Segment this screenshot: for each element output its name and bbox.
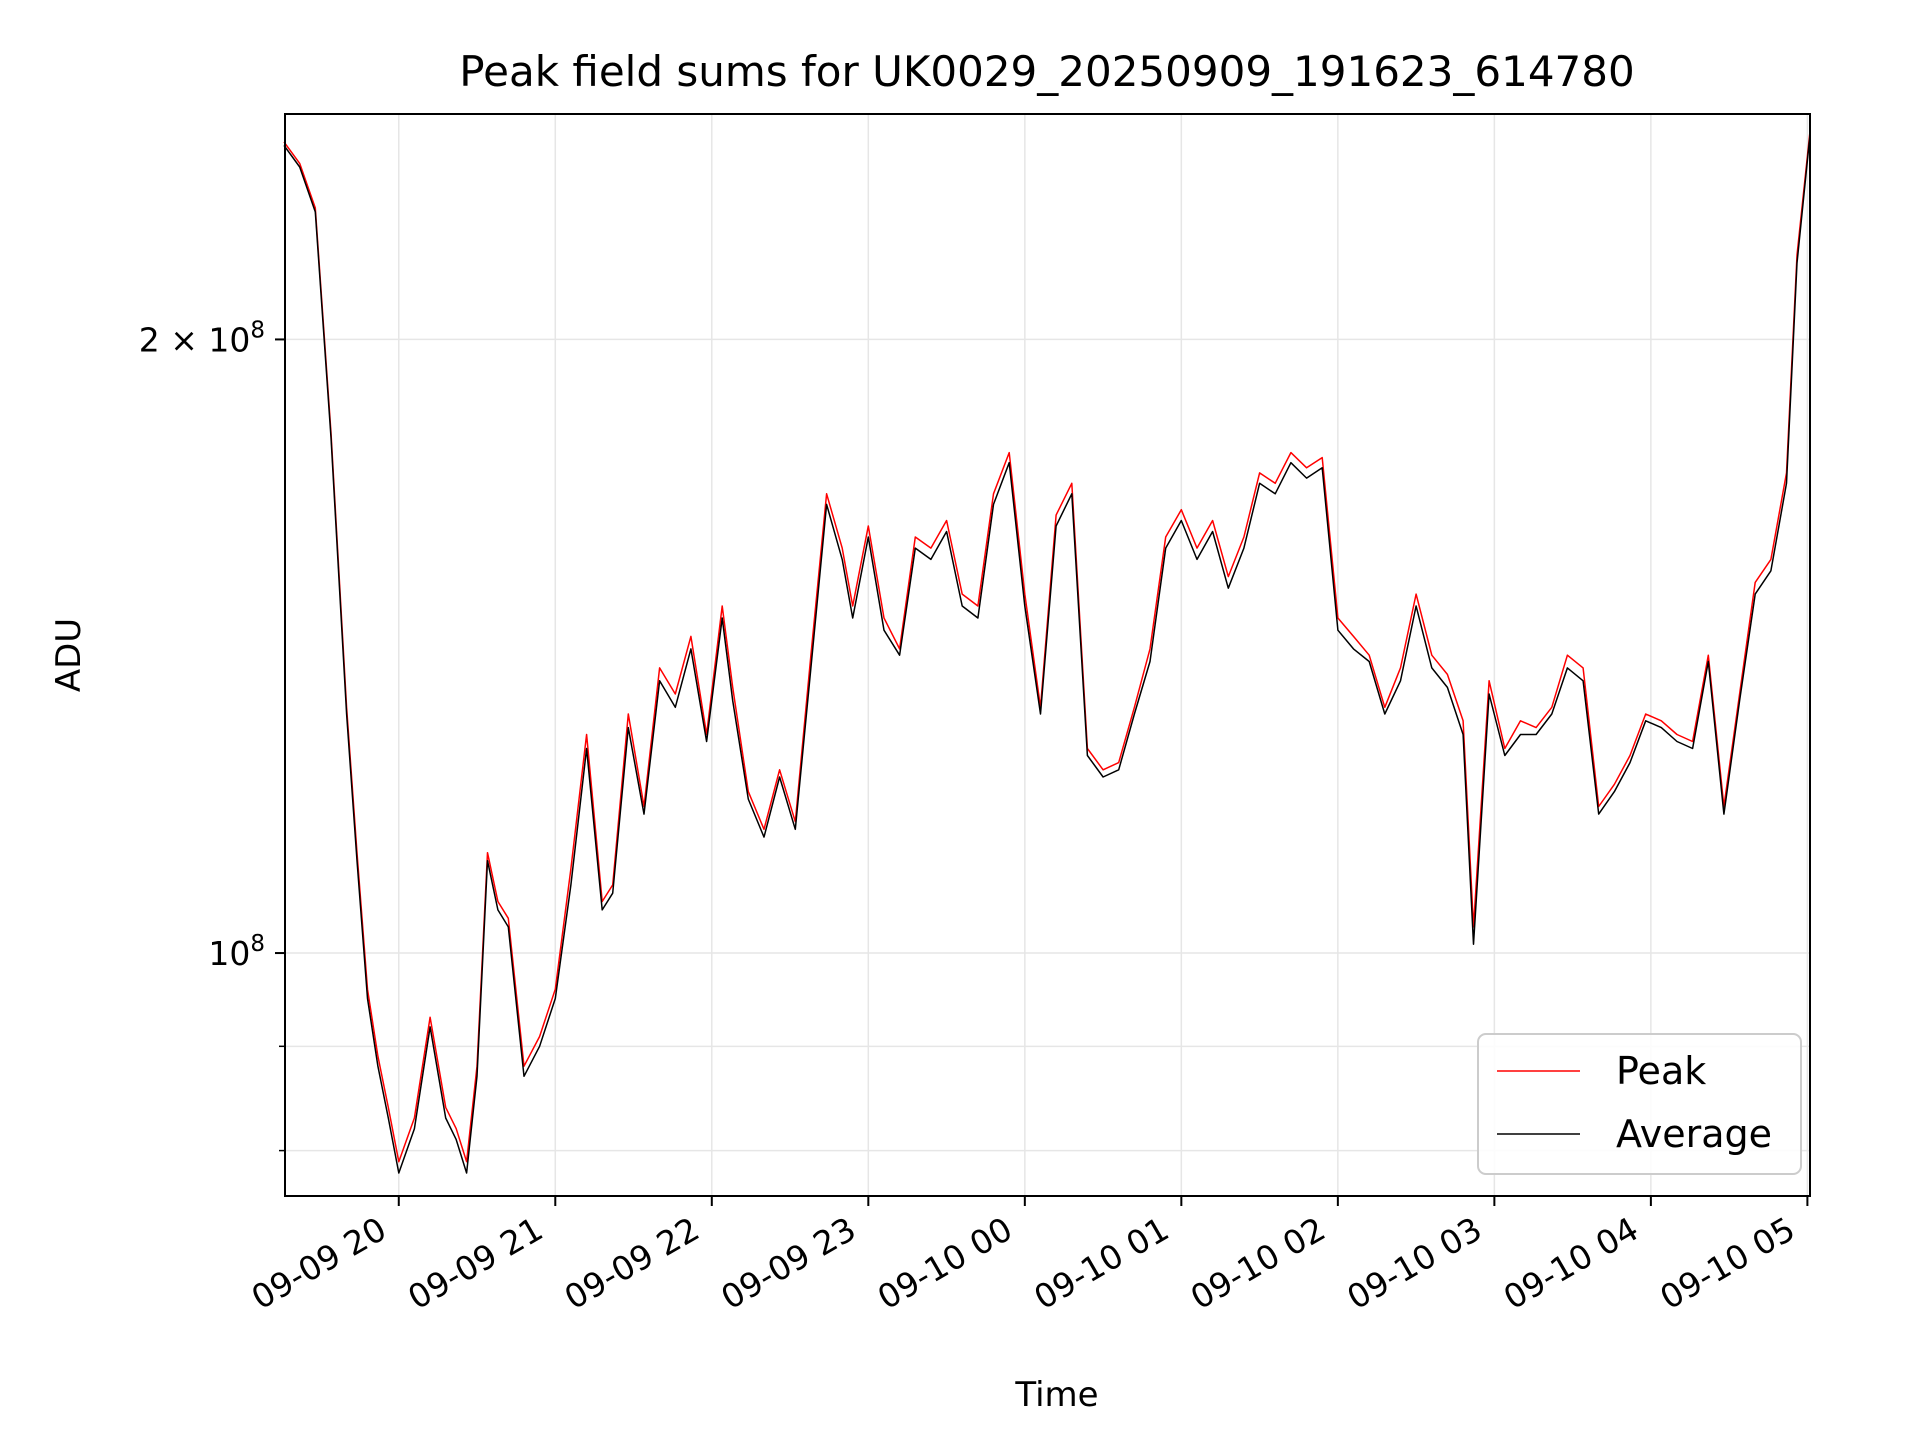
legend: Peak Average xyxy=(1477,1033,1802,1175)
y-tick-label: 2 × 108 xyxy=(139,317,265,359)
series-line-average xyxy=(283,134,1811,1174)
series-lines xyxy=(283,131,1811,1174)
plot-frame xyxy=(284,113,1811,1197)
y-tick-label: 108 xyxy=(208,931,265,973)
y-axis-label: ADU xyxy=(49,618,89,692)
series-line-peak xyxy=(283,131,1811,1163)
x-axis-label: Time xyxy=(1014,1375,1098,1415)
legend-box xyxy=(1477,1033,1802,1175)
chart-title: Peak field sums for UK0029_20250909_1916… xyxy=(459,47,1634,96)
legend-label-average: Average xyxy=(1616,1112,1772,1156)
legend-label-peak: Peak xyxy=(1616,1049,1706,1093)
grid xyxy=(285,114,1810,1196)
